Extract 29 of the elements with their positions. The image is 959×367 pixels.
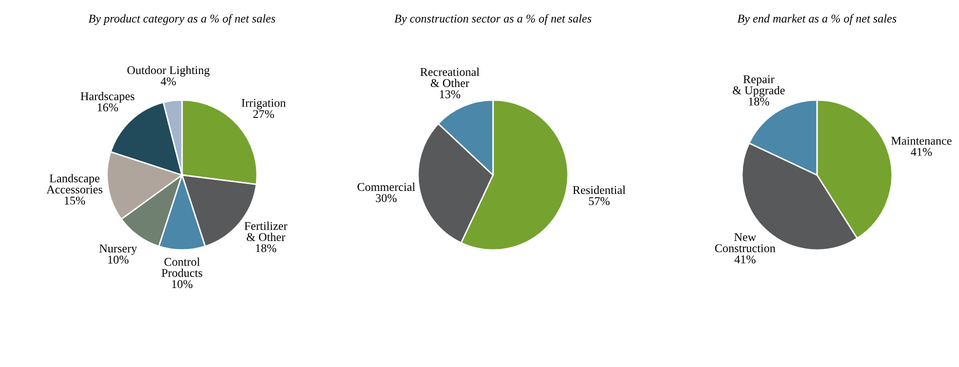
slice-label: Maintenance <box>891 136 952 145</box>
data-label: 41% <box>910 148 932 156</box>
data-label: 15% <box>64 196 86 205</box>
slice-label: Repair & Upgrade <box>732 75 785 97</box>
data-label: 10% <box>108 256 128 264</box>
slice-label: Nursery <box>99 244 138 255</box>
slice-label: Hardscapes <box>80 92 134 103</box>
slice-label: Fertilizer & Other <box>244 222 288 242</box>
data-label: 18% <box>256 244 276 252</box>
data-label: 27% <box>253 110 274 118</box>
data-label: 16% <box>98 103 118 112</box>
data-label: 57% <box>589 197 610 206</box>
data-label: 13% <box>440 90 460 98</box>
data-label: 18% <box>748 98 770 106</box>
data-label: 30% <box>376 194 397 202</box>
slice-label: Outdoor Lighting <box>127 66 210 77</box>
chart-title: By construction sector as a % of net sales <box>394 14 592 25</box>
slice-label: Control Products <box>162 258 202 277</box>
slice-label: Residential <box>572 186 626 194</box>
chart-title: By end market as a % of net sales <box>737 14 896 25</box>
data-label: 4% <box>160 77 176 86</box>
chart-title: By product category as a % of net sales <box>88 14 276 25</box>
data-label: 41% <box>734 255 756 264</box>
slice-label: Recreational & Other <box>420 68 480 88</box>
slice-label: Landscape Accessories <box>46 174 102 194</box>
slice-label: Commercial <box>357 182 416 191</box>
data-label: 10% <box>172 280 192 288</box>
slice-label: New Construction <box>715 233 776 252</box>
slice-label: Irrigation <box>242 98 286 110</box>
